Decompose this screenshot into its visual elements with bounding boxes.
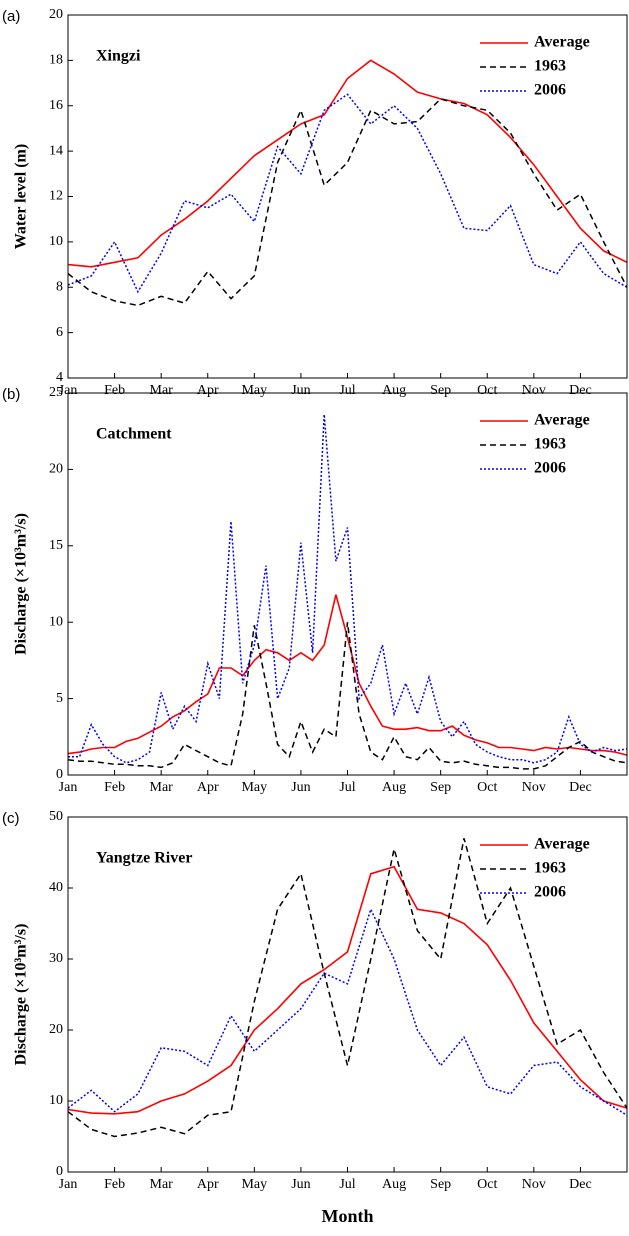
legend-label: 2006 — [534, 884, 566, 901]
y-tick-label: 14 — [49, 143, 63, 158]
y-tick-label: 30 — [49, 951, 63, 966]
y-tick-label: 0 — [56, 767, 63, 782]
x-tick-label: Jan — [59, 383, 78, 398]
y-tick-label: 25 — [49, 385, 63, 400]
x-tick-label: Jul — [339, 780, 355, 795]
x-tick-label: Oct — [477, 1177, 497, 1192]
x-tick-label: Oct — [477, 383, 497, 398]
x-tick-label: May — [241, 383, 267, 398]
x-tick-label: Sep — [430, 383, 451, 398]
x-tick-label: Nov — [522, 780, 546, 795]
series-line — [67, 865, 628, 1115]
series-line — [67, 838, 628, 1138]
x-tick-label: Sep — [430, 1177, 451, 1192]
x-tick-label: May — [241, 780, 267, 795]
y-tick-label: 15 — [49, 538, 63, 553]
panel-label: (b) — [2, 386, 20, 403]
legend-label: Average — [534, 412, 590, 429]
series-line — [67, 98, 628, 307]
x-tick-label: Jun — [291, 780, 310, 795]
y-tick-label: 0 — [56, 1164, 63, 1179]
series-line — [67, 93, 628, 294]
y-axis-label: Discharge (×10³m³/s) — [13, 513, 30, 655]
y-tick-label: 12 — [49, 189, 63, 204]
x-tick-label: Mar — [150, 383, 174, 398]
x-tick-label: Aug — [382, 1177, 406, 1192]
x-tick-label: Aug — [382, 780, 406, 795]
x-tick-label: Dec — [569, 780, 592, 795]
y-tick-label: 10 — [49, 614, 63, 629]
y-tick-label: 10 — [49, 234, 63, 249]
x-tick-label: Apr — [197, 383, 219, 398]
x-tick-label: Mar — [150, 1177, 174, 1192]
x-tick-label: Jul — [339, 1177, 355, 1192]
legend-label: Average — [534, 836, 590, 853]
x-tick-label: Dec — [569, 383, 592, 398]
legend-label: 1963 — [534, 436, 566, 453]
series-line — [67, 907, 628, 1116]
x-axis-label: Month — [321, 1206, 373, 1226]
legend-label: Average — [534, 34, 590, 51]
x-tick-label: Dec — [569, 1177, 592, 1192]
x-tick-label: Sep — [430, 780, 451, 795]
y-tick-label: 16 — [49, 98, 63, 113]
legend-label: 1963 — [534, 860, 566, 877]
x-tick-label: Jan — [59, 1177, 78, 1192]
series-line — [67, 59, 628, 268]
plot-frame — [67, 816, 628, 1173]
y-tick-label: 6 — [56, 325, 63, 340]
x-tick-label: Nov — [522, 1177, 546, 1192]
y-tick-label: 20 — [49, 462, 63, 477]
y-tick-label: 5 — [56, 691, 63, 706]
plot-frame — [67, 14, 628, 379]
legend-label: 2006 — [534, 460, 566, 477]
x-tick-label: Oct — [477, 780, 497, 795]
x-tick-label: Aug — [382, 383, 406, 398]
legend-label: 1963 — [534, 58, 566, 75]
y-tick-label: 40 — [49, 880, 63, 895]
y-tick-label: 50 — [49, 809, 63, 824]
x-tick-label: Feb — [104, 780, 125, 795]
y-tick-label: 20 — [49, 1022, 63, 1037]
y-tick-label: 18 — [49, 53, 63, 68]
x-tick-label: May — [241, 1177, 267, 1192]
y-tick-label: 10 — [49, 1093, 63, 1108]
x-tick-label: Nov — [522, 383, 546, 398]
series-line — [67, 594, 628, 756]
x-tick-label: Feb — [104, 1177, 125, 1192]
series-line — [68, 414, 628, 764]
chart-title: Yangtze River — [96, 850, 192, 867]
y-axis-label: Discharge (×10³m³/s) — [13, 924, 30, 1066]
panel-label: (c) — [2, 810, 20, 827]
y-tick-label: 4 — [56, 370, 63, 385]
chart-title: Xingzi — [96, 48, 141, 65]
chart-title: Catchment — [96, 426, 172, 443]
x-tick-label: Jun — [291, 383, 310, 398]
x-tick-label: Feb — [104, 383, 125, 398]
x-tick-label: Jan — [59, 780, 78, 795]
y-axis-label: Water level (m) — [13, 144, 30, 249]
y-tick-label: 20 — [49, 7, 63, 22]
x-tick-label: Jun — [291, 1177, 310, 1192]
x-tick-label: Apr — [197, 1177, 219, 1192]
x-tick-label: Apr — [197, 780, 219, 795]
legend-label: 2006 — [534, 82, 566, 99]
x-tick-label: Mar — [150, 780, 174, 795]
y-tick-label: 8 — [56, 279, 63, 294]
x-tick-label: Jul — [339, 383, 355, 398]
plot-frame — [67, 392, 628, 776]
panel-label: (a) — [2, 8, 20, 25]
series-line — [67, 622, 628, 770]
